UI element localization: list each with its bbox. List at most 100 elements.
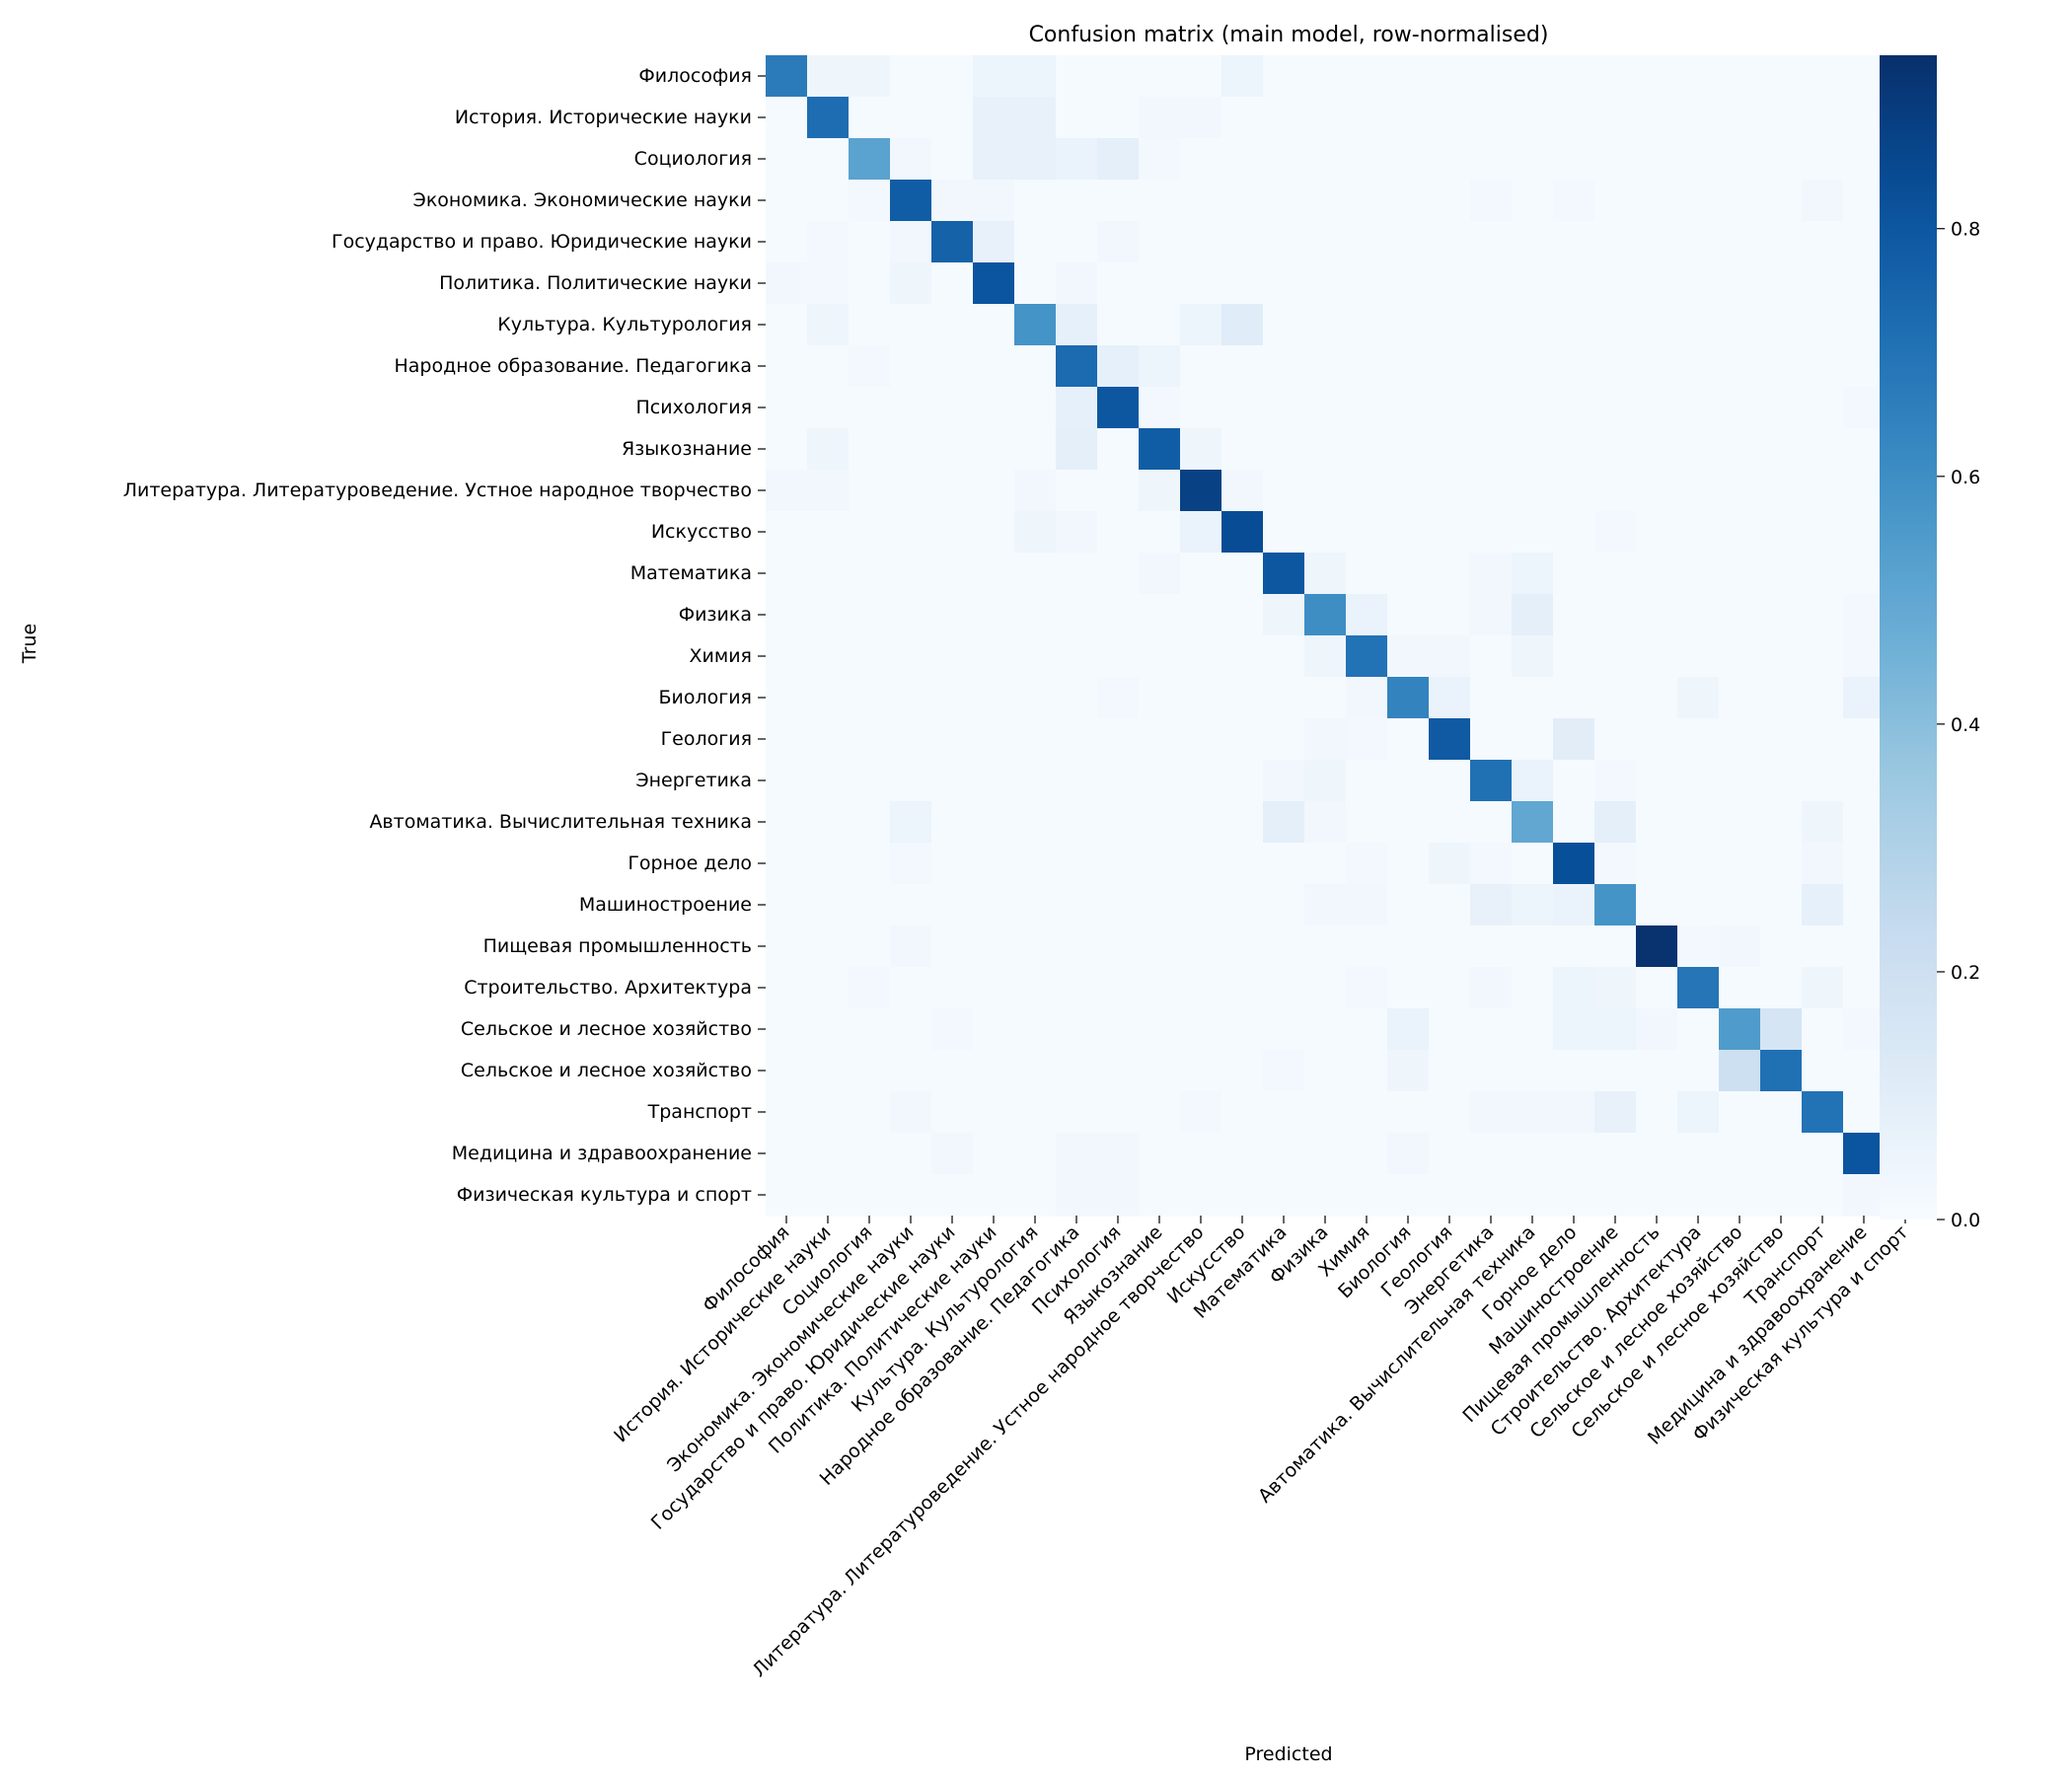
heatmap-cell — [1594, 718, 1637, 761]
heatmap-cell — [1802, 760, 1844, 802]
heatmap-cell — [1594, 511, 1637, 554]
heatmap-cell — [1802, 138, 1844, 181]
heatmap-cell — [849, 138, 891, 181]
heatmap-cell — [766, 97, 808, 139]
heatmap-cell — [1512, 635, 1554, 678]
heatmap-cell — [890, 345, 932, 388]
heatmap-cell — [1346, 345, 1388, 388]
heatmap-cell — [1429, 1050, 1471, 1092]
heatmap-cell — [1056, 470, 1098, 512]
heatmap-cell — [1677, 1008, 1720, 1051]
heatmap-cell — [849, 97, 891, 139]
heatmap-cell — [1719, 180, 1761, 222]
heatmap-cell — [1802, 718, 1844, 761]
heatmap-cell — [1263, 884, 1305, 926]
heatmap-cell — [973, 1091, 1015, 1134]
heatmap-cell — [1056, 760, 1098, 802]
heatmap-cell — [1760, 925, 1803, 968]
heatmap-cell — [1180, 55, 1222, 98]
heatmap-cell — [931, 635, 974, 678]
heatmap-cell — [1636, 138, 1678, 181]
heatmap-cell — [1139, 1050, 1181, 1092]
heatmap-cell — [1056, 553, 1098, 595]
heatmap-cell — [1180, 760, 1222, 802]
heatmap-cell — [1802, 884, 1844, 926]
heatmap-cell — [1677, 967, 1720, 1009]
heatmap-cell — [849, 594, 891, 636]
heatmap-cell — [890, 925, 932, 968]
heatmap-cell — [1180, 1050, 1222, 1092]
heatmap-cell — [931, 345, 974, 388]
heatmap-cell — [1056, 718, 1098, 761]
heatmap-cell — [1304, 635, 1347, 678]
heatmap-cell — [1553, 304, 1595, 346]
heatmap-cell — [1843, 1133, 1886, 1175]
heatmap-cell — [1014, 1050, 1057, 1092]
heatmap-cell — [1139, 718, 1181, 761]
heatmap-cell — [1097, 511, 1140, 554]
heatmap-cell — [1843, 760, 1886, 802]
heatmap-cell — [1221, 55, 1264, 98]
heatmap-cell — [1843, 345, 1886, 388]
heatmap-cell — [1346, 1050, 1388, 1092]
heatmap-cell — [1553, 262, 1595, 305]
heatmap-cell — [1221, 594, 1264, 636]
heatmap-cell — [1553, 345, 1595, 388]
heatmap-cell — [1056, 884, 1098, 926]
heatmap-cell — [1636, 55, 1678, 98]
heatmap-cell — [1304, 387, 1347, 429]
heatmap-cell — [766, 1174, 808, 1217]
heatmap-cell — [973, 553, 1015, 595]
heatmap-cell — [1097, 345, 1140, 388]
heatmap-cell — [1263, 801, 1305, 844]
heatmap-cell — [1263, 760, 1305, 802]
heatmap-cell — [973, 1133, 1015, 1175]
heatmap-cell — [931, 262, 974, 305]
heatmap-cell — [1677, 55, 1720, 98]
heatmap-cell — [1014, 677, 1057, 719]
heatmap-cell — [1429, 1008, 1471, 1051]
heatmap-cell — [1304, 843, 1347, 885]
heatmap-cell — [1304, 470, 1347, 512]
heatmap-cell — [973, 635, 1015, 678]
heatmap-cell — [1180, 180, 1222, 222]
heatmap-cell — [1677, 1050, 1720, 1092]
heatmap-cell — [849, 1050, 891, 1092]
heatmap-cell — [931, 925, 974, 968]
heatmap-cell — [1512, 1008, 1554, 1051]
heatmap-cell — [931, 677, 974, 719]
heatmap-cell — [973, 1008, 1015, 1051]
heatmap-cell — [1760, 221, 1803, 263]
heatmap-cell — [1346, 843, 1388, 885]
heatmap-cell — [973, 138, 1015, 181]
heatmap-cell — [1719, 262, 1761, 305]
heatmap-cell — [1677, 387, 1720, 429]
heatmap-cell — [1802, 843, 1844, 885]
heatmap-cell — [1719, 801, 1761, 844]
heatmap-cell — [807, 1133, 850, 1175]
heatmap-cell — [849, 884, 891, 926]
heatmap-cell — [807, 180, 850, 222]
heatmap-cell — [1719, 511, 1761, 554]
heatmap-cell — [1429, 262, 1471, 305]
heatmap-cell — [1760, 55, 1803, 98]
y-tick-label: Государство и право. Юридические науки — [332, 231, 752, 253]
heatmap-cell — [1429, 925, 1471, 968]
heatmap-cell — [1097, 925, 1140, 968]
heatmap-cell — [1056, 801, 1098, 844]
heatmap-cell — [1139, 635, 1181, 678]
colorbar — [1880, 55, 1937, 1220]
heatmap-cell — [1180, 262, 1222, 305]
heatmap-cell — [807, 1174, 850, 1217]
heatmap-cell — [1843, 843, 1886, 885]
heatmap-cell — [1056, 677, 1098, 719]
heatmap-cell — [1719, 1091, 1761, 1134]
heatmap-cell — [766, 843, 808, 885]
heatmap-cell — [1636, 387, 1678, 429]
heatmap-cell — [1346, 55, 1388, 98]
heatmap-cell — [766, 138, 808, 181]
heatmap-cell — [1512, 428, 1554, 471]
heatmap-cell — [849, 843, 891, 885]
heatmap-cell — [1553, 553, 1595, 595]
heatmap-cell — [1263, 1174, 1305, 1217]
